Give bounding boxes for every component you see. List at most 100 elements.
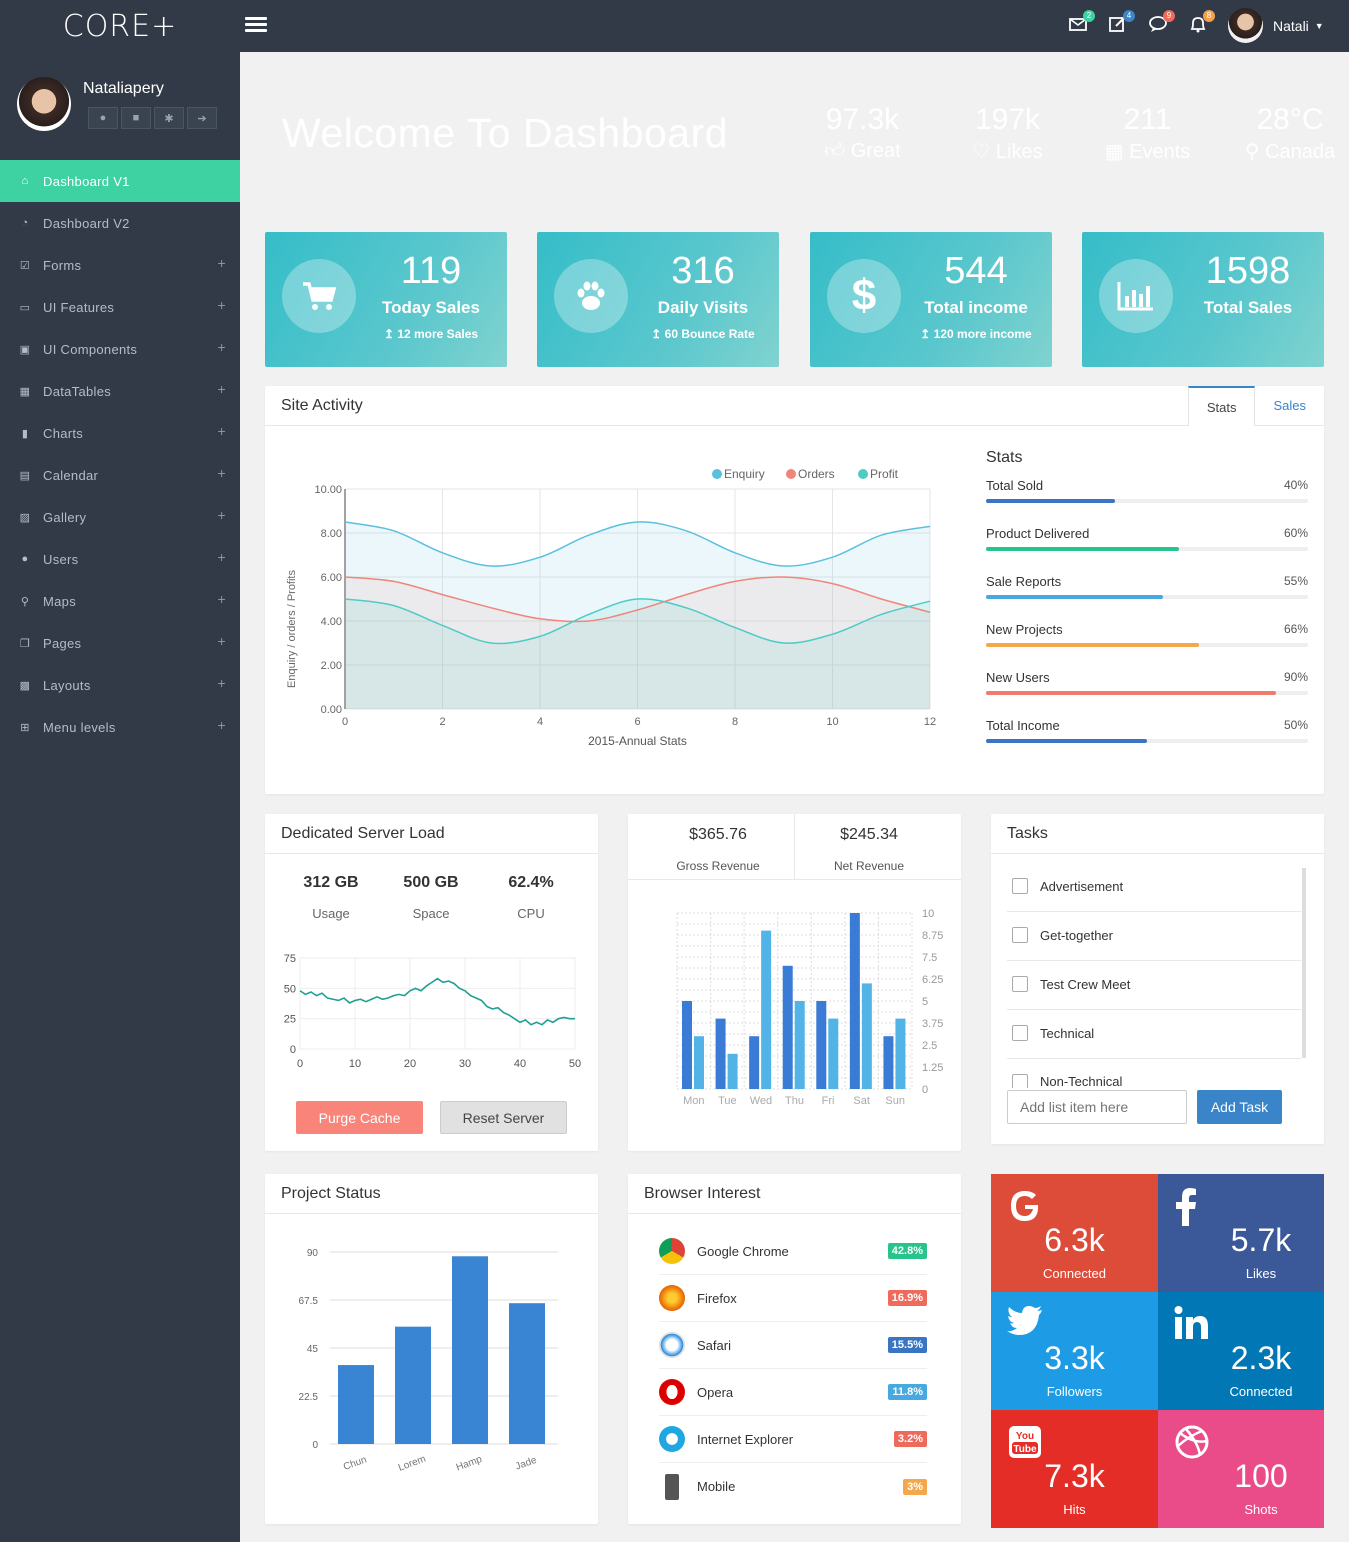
logout-icon[interactable]: ➔ (187, 107, 217, 129)
task-checkbox[interactable] (1012, 1025, 1028, 1041)
expand-icon[interactable]: + (217, 297, 226, 313)
sidebar-item-menu-levels[interactable]: ⊞ Menu levels + (0, 706, 240, 748)
revenue-bar (895, 1018, 906, 1089)
edit-icon[interactable]: 4 (1108, 10, 1135, 38)
task-input[interactable] (1007, 1090, 1187, 1124)
social-tile-linkedin[interactable]: 2.3k Connected (1158, 1292, 1324, 1410)
menu-toggle-icon[interactable] (245, 14, 267, 36)
stat-progress-track (986, 547, 1308, 551)
task-checkbox[interactable] (1012, 878, 1028, 894)
card-sub: ↥ 60 Bounce Rate (651, 327, 755, 341)
gross-revenue-label: Gross Revenue (676, 859, 760, 873)
task-checkbox[interactable] (1012, 1074, 1028, 1088)
edit-badge: 4 (1123, 10, 1135, 22)
bar-chart-icon: ▮ (21, 427, 29, 440)
expand-icon[interactable]: + (217, 717, 226, 733)
divider (1007, 911, 1301, 912)
expand-icon[interactable]: + (217, 675, 226, 691)
expand-icon[interactable]: + (217, 381, 226, 397)
task-checkbox[interactable] (1012, 976, 1028, 992)
expand-icon[interactable]: + (217, 465, 226, 481)
purge-cache-button[interactable]: Purge Cache (296, 1101, 423, 1134)
reset-server-button[interactable]: Reset Server (440, 1101, 567, 1134)
social-tile-google[interactable]: 6.3k Connected (991, 1174, 1158, 1292)
app-logo[interactable]: CORE+ (62, 8, 178, 44)
social-tile-twitter[interactable]: 3.3k Followers (991, 1292, 1158, 1410)
expand-icon[interactable]: + (217, 549, 226, 565)
browser-percent-badge: 3.2% (893, 1431, 927, 1447)
social-value: 7.3k (1044, 1458, 1105, 1494)
y-tick-label: 75 (284, 953, 296, 965)
sidebar-item-calendar[interactable]: ▤ Calendar + (0, 454, 240, 496)
metric-label: Usage (312, 906, 350, 921)
social-label: Connected (1229, 1384, 1293, 1399)
task-scrollbar[interactable] (1302, 868, 1306, 1058)
y-tick-label: 50 (284, 983, 296, 995)
y-tick-label: 6.00 (321, 572, 342, 584)
social-tile-youtube[interactable]: You Tube 7.3k Hits (991, 1410, 1158, 1528)
sidebar-item-datatables[interactable]: ▦ DataTables + (0, 370, 240, 412)
sidebar-item-dashboard-v2[interactable]: ◔ Dashboard V2 (0, 202, 240, 244)
sidebar-item-ui-components[interactable]: ▣ UI Components + (0, 328, 240, 370)
expand-icon[interactable]: + (217, 507, 226, 523)
y-axis-label: Enquiry / orders / Profits (286, 570, 298, 688)
sidebar-item-layouts[interactable]: ▩ Layouts + (0, 664, 240, 706)
stat-row: Total Income 50% (986, 718, 1308, 744)
task-item: Technical (1012, 1025, 1094, 1041)
gear-icon[interactable]: ✱ (154, 107, 184, 129)
x-tick-label: Thu (785, 1095, 804, 1107)
sidebar-item-forms[interactable]: ☑ Forms + (0, 244, 240, 286)
sitemap-icon: ⊞ (20, 721, 30, 734)
legend-label: Orders (798, 467, 835, 481)
card-value: 1598 (1205, 250, 1291, 292)
x-tick-label: Mon (683, 1095, 704, 1107)
gross-revenue-value: $365.76 (689, 826, 747, 843)
mail-icon[interactable]: 2 (1068, 10, 1095, 38)
social-tile-facebook[interactable]: 5.7k Likes (1158, 1174, 1324, 1292)
x-tick-label: Fri (822, 1095, 835, 1107)
project-bar (452, 1256, 488, 1444)
sidebar-item-label: Menu levels (43, 719, 116, 735)
expand-icon[interactable]: + (217, 633, 226, 649)
sidebar-item-maps[interactable]: ⚲ Maps + (0, 580, 240, 622)
social-label: Likes (1245, 1266, 1277, 1281)
user-menu[interactable]: Natali ▼ (1228, 8, 1324, 43)
social-tile-dribbble[interactable]: 100 Shots (1158, 1410, 1324, 1528)
x-tick-label: Sun (885, 1095, 905, 1107)
sidebar-item-label: Calendar (43, 467, 99, 483)
sidebar-item-ui-features[interactable]: ▭ UI Features + (0, 286, 240, 328)
card-label: Total income (924, 298, 1028, 317)
server-load-chart: 75 50 25 00 10 20 30 40 50 (284, 953, 581, 1070)
tab-stats[interactable]: Stats (1187, 386, 1256, 426)
x-tick-label: 2 (439, 716, 445, 728)
task-checkbox[interactable] (1012, 927, 1028, 943)
sidebar-item-users[interactable]: ● Users + (0, 538, 240, 580)
tab-sales[interactable]: Sales (1273, 397, 1306, 413)
expand-icon[interactable]: + (217, 255, 226, 271)
bell-icon[interactable]: 8 (1188, 10, 1215, 38)
sidebar-item-charts[interactable]: ▮ Charts + (0, 412, 240, 454)
project-bar (338, 1365, 374, 1444)
net-revenue-label: Net Revenue (833, 859, 905, 873)
chat-icon[interactable]: 9 (1148, 10, 1175, 38)
sidebar-item-label: Maps (43, 593, 76, 609)
card-total-income: $ 544 Total income ↥ 120 more income (810, 232, 1052, 367)
sidebar-item-label: Layouts (43, 677, 91, 693)
expand-icon[interactable]: + (217, 591, 226, 607)
stat-label: Total Sold (986, 478, 1044, 493)
lock-icon[interactable]: ■ (121, 107, 151, 129)
stat-label: Sale Reports (986, 574, 1062, 589)
sidebar-item-label: Users (43, 551, 79, 567)
header-stat-value: 197k (974, 103, 1041, 136)
expand-icon[interactable]: + (217, 339, 226, 355)
sidebar-item-gallery[interactable]: ▨ Gallery + (0, 496, 240, 538)
expand-icon[interactable]: + (217, 423, 226, 439)
add-task-button[interactable]: Add Task (1197, 1090, 1282, 1124)
task-label: Test Crew Meet (1040, 976, 1131, 992)
sidebar-item-dashboard-v1[interactable]: ⌂ Dashboard V1 (0, 160, 240, 202)
revenue-bar (816, 1001, 827, 1089)
user-icon[interactable]: ● (88, 107, 118, 129)
desktop-icon: ▭ (19, 301, 31, 314)
sidebar-item-pages[interactable]: ❐ Pages + (0, 622, 240, 664)
stat-row: New Users 90% (986, 670, 1308, 696)
